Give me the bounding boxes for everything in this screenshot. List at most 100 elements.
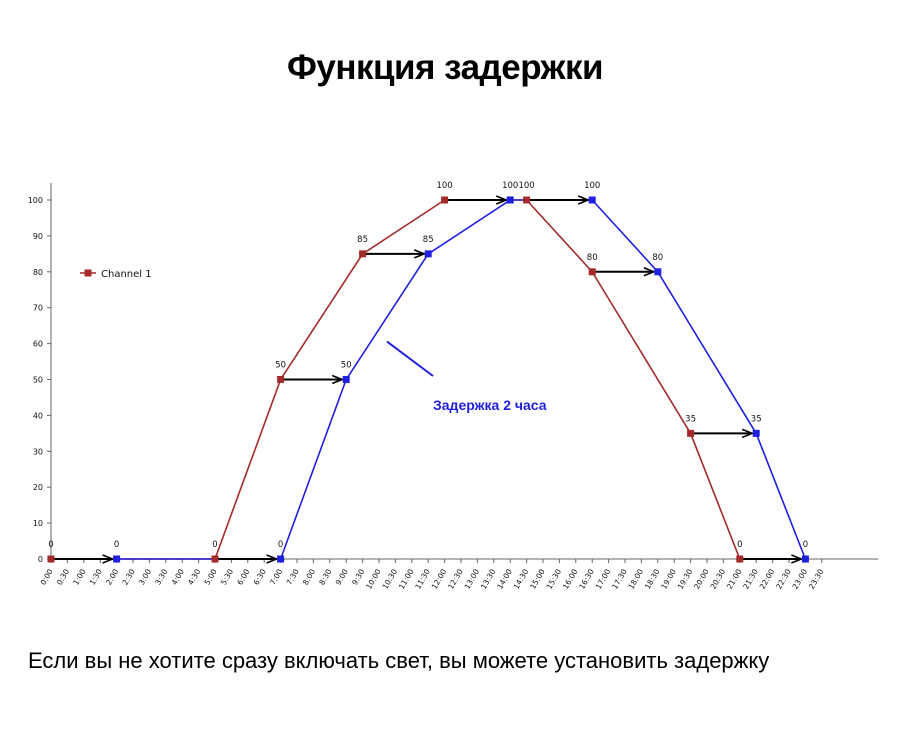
series-1-data-label: 80 (587, 253, 598, 263)
series-2-data-label: 100 (584, 181, 600, 191)
y-tick-label: 60 (33, 340, 43, 349)
annotation-pointer (386, 340, 434, 377)
series-2-point (752, 429, 760, 437)
x-tick-label: 4:00 (170, 567, 186, 586)
x-tick-label: 8:00 (301, 567, 317, 586)
series-1-data-label: 0 (737, 540, 742, 550)
x-tick-label: 16:00 (561, 567, 580, 590)
series-2-data-label: 100 (502, 181, 518, 191)
x-tick-label: 19:30 (676, 567, 695, 590)
x-tick-label: 20:30 (709, 567, 728, 590)
x-tick-label: 23:00 (791, 567, 810, 590)
chart-legend: Channel 1 (80, 269, 152, 280)
x-axis-ticks: 0:00 0:30 1:00 1:30 2:00 2:30 3:00 3:30 4:00 4:30… (39, 559, 826, 591)
x-tick-label: 11:00 (397, 567, 416, 590)
x-tick-label: 14:30 (512, 567, 531, 590)
series-1-point (687, 429, 695, 437)
series-1-point (736, 555, 744, 563)
x-tick-label: 13:00 (463, 567, 482, 590)
y-tick-label: 30 (33, 447, 43, 456)
series-markers (47, 196, 809, 563)
x-tick-label: 6:00 (235, 567, 251, 586)
x-tick-label: 10:00 (364, 567, 383, 590)
series-2-data-label: 50 (341, 361, 352, 371)
x-tick-label: 22:00 (758, 567, 777, 590)
series-2-point (424, 250, 432, 258)
x-tick-label: 17:30 (610, 567, 629, 590)
x-tick-label: 12:30 (446, 567, 465, 590)
x-tick-label: 20:00 (692, 567, 711, 590)
series-2-point (113, 555, 121, 563)
x-tick-label: 8:30 (317, 567, 333, 586)
series-1-data-label: 35 (685, 414, 696, 424)
series-2-data-label: 35 (751, 414, 762, 424)
legend-marker (84, 269, 92, 277)
x-tick-label: 9:30 (350, 567, 366, 586)
y-tick-label: 50 (33, 376, 43, 385)
x-tick-label: 4:30 (186, 567, 202, 586)
legend-label: Channel 1 (101, 269, 152, 280)
y-tick-label: 80 (33, 268, 43, 277)
x-tick-label: 18:30 (643, 567, 662, 590)
x-tick-label: 3:30 (153, 567, 169, 586)
x-tick-label: 10:30 (381, 567, 400, 590)
x-tick-label: 16:30 (577, 567, 596, 590)
delay-arrows (54, 200, 801, 559)
x-tick-label: 17:00 (594, 567, 613, 590)
x-tick-label: 23:30 (807, 567, 826, 590)
x-tick-label: 5:00 (203, 567, 219, 586)
x-tick-label: 21:00 (725, 567, 744, 590)
series-1-point (277, 376, 285, 383)
x-tick-label: 7:00 (268, 567, 284, 586)
series-2-point (588, 196, 596, 204)
x-tick-label: 18:00 (627, 567, 646, 590)
x-tick-label: 7:30 (285, 567, 301, 586)
x-tick-label: 0:30 (55, 567, 71, 586)
x-tick-label: 15:00 (528, 567, 547, 590)
caption-text: Если вы не хотите сразу включать свет, в… (28, 648, 770, 673)
x-tick-label: 5:30 (219, 567, 235, 586)
x-tick-label: 14:00 (495, 567, 514, 590)
x-tick-label: 6:30 (252, 567, 268, 586)
series-1-data-label: 0 (48, 540, 53, 550)
series-1-point (211, 555, 219, 563)
x-tick-label: 13:30 (479, 567, 498, 590)
annotation-text: Задержка 2 часа (433, 397, 547, 413)
series-2-data-label: 80 (652, 253, 663, 263)
series-2-point (342, 376, 350, 383)
x-tick-label: 2:30 (121, 567, 137, 586)
series-1-point (47, 555, 55, 563)
y-tick-label: 40 (33, 411, 43, 420)
series-2-point (654, 268, 662, 276)
x-tick-label: 15:30 (545, 567, 564, 590)
series-1-data-label: 85 (357, 235, 368, 245)
delay-line-chart: 0 10 20 30 40 50 60 70 80 90 100 0:00 0:30 1:00 1:30 2… (28, 181, 879, 591)
series-2-data-label: 85 (423, 235, 434, 245)
series-1-point (523, 196, 531, 204)
series-2-line (116, 199, 807, 560)
series-1-point (588, 268, 596, 276)
series-2-point (801, 555, 809, 563)
series-1-point (359, 250, 367, 258)
y-tick-label: 100 (28, 196, 43, 205)
series-1-data-label: 100 (436, 181, 452, 191)
x-tick-label: 3:00 (137, 567, 153, 586)
series-2-data-label: 0 (114, 540, 119, 550)
series-1-data-label: 100 (518, 181, 534, 191)
series-2-data-label: 0 (278, 540, 283, 550)
y-tick-label: 20 (33, 483, 43, 492)
x-tick-label: 19:00 (659, 567, 678, 590)
x-tick-label: 1:30 (88, 567, 104, 586)
x-tick-label: 1:00 (71, 567, 87, 586)
x-tick-label: 21:30 (741, 567, 760, 590)
y-tick-label: 10 (33, 519, 43, 528)
x-tick-label: 22:30 (774, 567, 793, 590)
series-1-data-label: 0 (212, 540, 217, 550)
series-1-point (441, 196, 449, 204)
series-2-point (277, 555, 285, 563)
x-tick-label: 9:00 (334, 567, 350, 586)
series-2-point (506, 196, 514, 204)
y-tick-label: 70 (33, 304, 43, 313)
y-tick-label: 90 (33, 232, 43, 241)
